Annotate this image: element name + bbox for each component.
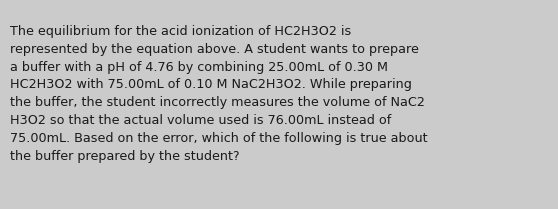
Text: The equilibrium for the acid ionization of HC2H3O2 is
represented by the equatio: The equilibrium for the acid ionization …	[10, 25, 427, 163]
